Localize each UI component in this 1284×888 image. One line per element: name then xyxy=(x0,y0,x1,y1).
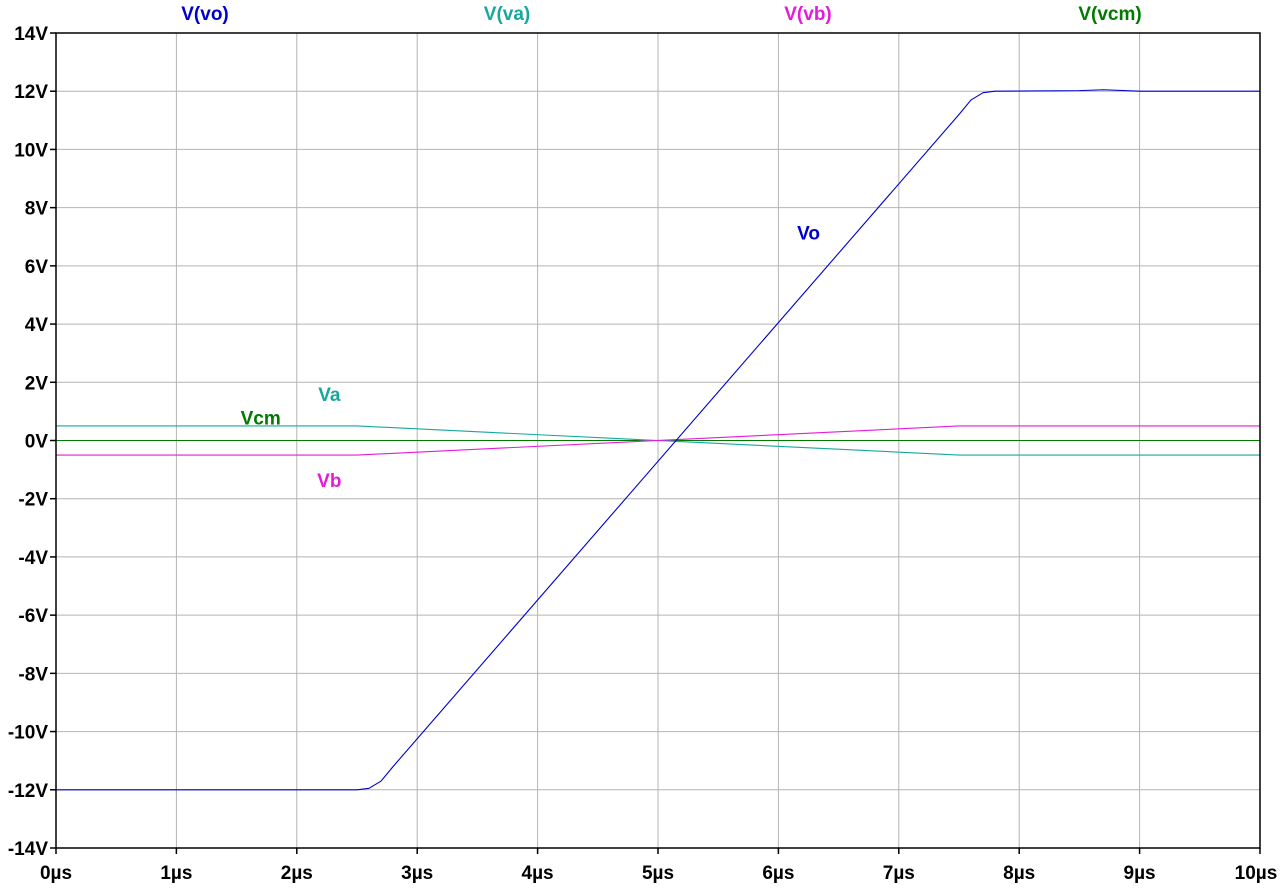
x-tick-label: 1µs xyxy=(160,863,192,884)
trace-label: Vb xyxy=(317,471,341,492)
x-axis-ticks: 0µs 1µs 2µs 3µs 4µs 5µs 6µs 7µs 8µs 9µs 10µs xyxy=(40,848,1277,884)
legend-entry: V(vo) xyxy=(181,4,229,25)
y-tick-label: 6V xyxy=(25,257,49,278)
legend: V(vo) V(va) V(vb) V(vcm) xyxy=(181,4,1141,25)
x-tick-label: 3µs xyxy=(401,863,433,884)
x-tick-label: 2µs xyxy=(281,863,313,884)
trace-label: Va xyxy=(318,385,341,406)
x-tick-label: 9µs xyxy=(1124,863,1156,884)
y-tick-label: 10V xyxy=(14,140,48,161)
legend-entry: V(va) xyxy=(484,4,530,25)
y-tick-label: 2V xyxy=(25,373,49,394)
y-tick-label: -6V xyxy=(18,606,48,627)
trace-annotations: Vo Va Vcm Vb xyxy=(241,224,820,492)
y-tick-label: -10V xyxy=(8,723,48,744)
series-line-vvo xyxy=(56,89,1260,791)
x-tick-label: 4µs xyxy=(522,863,554,884)
y-axis-ticks: 14V 12V 10V 8V 6V 4V 2V 0V -2V -4V -6V -8V -10V -12V -… xyxy=(8,24,56,860)
x-tick-label: 5µs xyxy=(642,863,674,884)
x-tick-label: 6µs xyxy=(762,863,794,884)
y-tick-label: -2V xyxy=(18,490,48,511)
y-tick-label: 12V xyxy=(14,82,48,103)
x-tick-label: 10µs xyxy=(1235,863,1278,884)
y-tick-label: -4V xyxy=(18,548,48,569)
y-tick-label: 4V xyxy=(25,315,49,336)
trace-label: Vo xyxy=(797,224,820,245)
y-tick-label: -12V xyxy=(8,781,48,802)
legend-entry: V(vb) xyxy=(784,4,832,25)
y-tick-label: 0V xyxy=(25,432,49,453)
y-tick-label: 8V xyxy=(25,199,49,220)
series-traces xyxy=(56,89,1260,791)
y-tick-label: 14V xyxy=(14,24,48,45)
series-line-vvb xyxy=(56,425,1260,456)
x-tick-label: 0µs xyxy=(40,863,72,884)
x-tick-label: 8µs xyxy=(1003,863,1035,884)
y-tick-label: -8V xyxy=(18,664,48,685)
x-tick-label: 7µs xyxy=(883,863,915,884)
y-tick-label: -14V xyxy=(8,839,48,860)
trace-label: Vcm xyxy=(241,408,281,429)
legend-entry: V(vcm) xyxy=(1078,4,1141,25)
